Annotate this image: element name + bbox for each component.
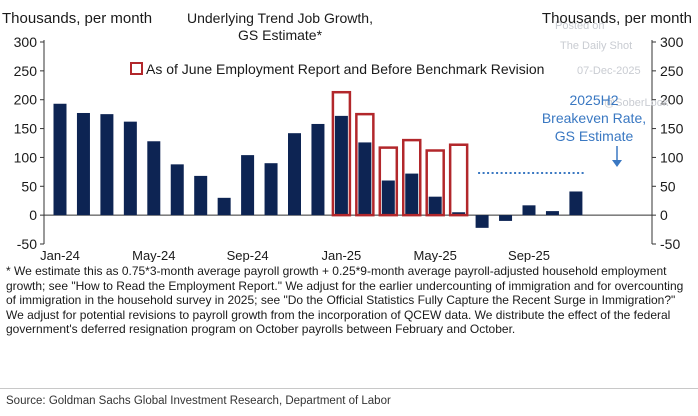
y-tick-label-right: 50 [660, 178, 676, 194]
bar-gs-estimate [358, 142, 372, 216]
y-tick-label-right: 150 [660, 121, 684, 137]
y-tick-label-left: 300 [14, 34, 38, 50]
divider [0, 388, 698, 389]
chart-area: -50 -50 0 0 50 50 100 100 150 150 200 200 250 250 300 3… [14, 20, 684, 263]
bar-june-report [331, 90, 352, 217]
bar-gs-estimate [76, 112, 90, 216]
bar-gs-estimate [288, 133, 301, 216]
bar-gs-estimate [147, 141, 161, 216]
watermark-text: 07-Dec-2025 [577, 65, 641, 77]
breakeven-annotation-text: GS Estimate [555, 128, 634, 144]
bar-gs-estimate [405, 173, 419, 216]
legend-swatch-june-report [130, 62, 143, 75]
bar-gs-estimate [569, 191, 583, 216]
y-tick-label-right: -50 [660, 236, 680, 252]
y-tick-label-right: 300 [660, 34, 684, 50]
bar-gs-estimate [264, 163, 278, 216]
y-tick-label-right: 100 [660, 149, 684, 165]
y-axis-label-right: Thousands, per month [541, 10, 692, 27]
x-tick-label: May-25 [414, 248, 457, 262]
y-tick-label-left: 200 [14, 92, 38, 108]
bar-june-report [448, 143, 469, 217]
bar-gs-estimate [53, 103, 67, 216]
bar-gs-estimate [170, 164, 184, 216]
y-tick-label-left: -50 [17, 236, 37, 252]
y-tick-label-left: 0 [29, 207, 37, 223]
bar-gs-estimate [522, 205, 536, 216]
bar-gs-estimate [499, 215, 513, 221]
chart-title: Underlying Trend Job Growth, GS Estimate… [160, 10, 400, 44]
y-tick-label-right: 250 [660, 63, 684, 79]
bar-chart: -50 -50 0 0 50 50 100 100 150 150 200 200 250 250 300 3… [14, 20, 684, 263]
bar-gs-estimate [123, 121, 137, 216]
footnote: * We estimate this as 0.75*3-month avera… [6, 264, 684, 337]
watermark-text: @SoberLook [604, 97, 669, 109]
watermark-text: The Daily Shot [560, 40, 632, 52]
chart-subtitle: GS Estimate* [237, 27, 323, 43]
chart-title-line: Underlying Trend Job Growth, [187, 10, 373, 26]
breakeven-annotation-text: Breakeven Rate, [542, 110, 646, 126]
bar-gs-estimate [475, 215, 489, 228]
bar-gs-estimate [100, 114, 114, 216]
bar-gs-estimate [334, 115, 348, 216]
bar-gs-estimate [452, 212, 466, 216]
bar-june-report [378, 146, 399, 217]
y-tick-label-left: 150 [14, 121, 38, 137]
bar-gs-estimate [311, 123, 325, 216]
watermark-text: Posted on [555, 20, 605, 32]
bar-june-report [402, 138, 422, 217]
bar-gs-estimate [545, 211, 559, 216]
legend-label: As of June Employment Report and Before … [146, 61, 544, 77]
bar-gs-estimate [217, 197, 231, 216]
bar-gs-estimate [241, 155, 255, 216]
y-tick-label-left: 100 [14, 149, 38, 165]
x-tick-label: Sep-24 [227, 248, 269, 262]
bar-gs-estimate [381, 180, 395, 216]
bar-gs-estimate [194, 175, 208, 216]
bar-june-report [355, 112, 375, 217]
y-axis-label-left: Thousands, per month [2, 10, 153, 27]
breakeven-arrow-head [612, 160, 622, 167]
x-tick-label: Jan-25 [322, 248, 362, 262]
y-tick-label-right: 200 [660, 92, 684, 108]
x-tick-label: Sep-25 [508, 248, 550, 262]
bar-june-report [425, 149, 445, 217]
bar-gs-estimate [428, 196, 442, 216]
x-tick-label: May-24 [132, 248, 175, 262]
y-tick-label-right: 0 [660, 207, 668, 223]
breakeven-annotation-text: 2025H2 [569, 92, 618, 108]
y-tick-label-left: 250 [14, 63, 38, 79]
x-tick-label: Jan-24 [40, 248, 80, 262]
y-tick-label-left: 50 [21, 178, 37, 194]
source-note: Source: Goldman Sachs Global Investment … [6, 395, 391, 407]
